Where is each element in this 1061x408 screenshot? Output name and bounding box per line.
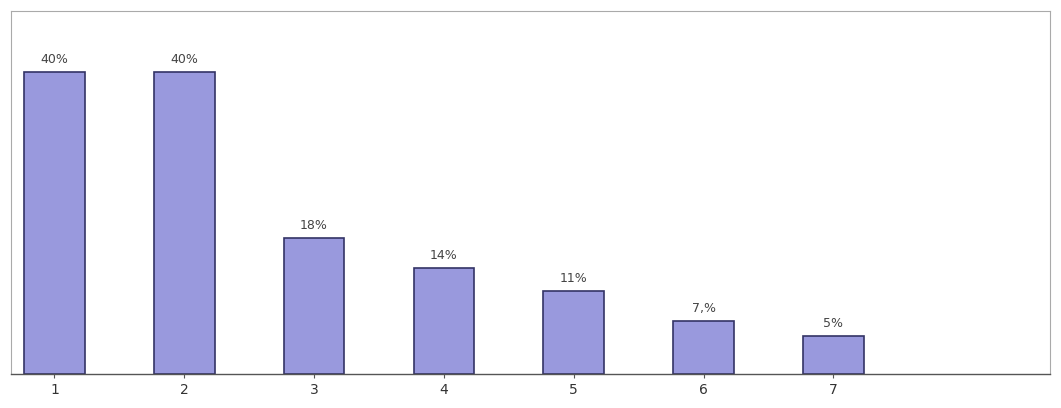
Bar	[803, 336, 864, 374]
Text: 7,%: 7,%	[692, 302, 715, 315]
Text: 18%: 18%	[300, 219, 328, 232]
Bar	[543, 291, 604, 374]
Bar	[674, 321, 734, 374]
Text: 11%: 11%	[560, 272, 588, 285]
Bar	[24, 71, 85, 374]
Text: 5%: 5%	[823, 317, 843, 330]
Text: 40%: 40%	[40, 53, 68, 66]
Text: 14%: 14%	[430, 249, 457, 262]
Text: 40%: 40%	[171, 53, 198, 66]
Bar	[154, 71, 214, 374]
Bar	[283, 238, 345, 374]
Bar	[414, 268, 474, 374]
